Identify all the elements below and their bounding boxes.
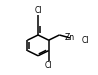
Text: Cl: Cl <box>81 36 89 45</box>
Text: Cl: Cl <box>45 61 52 70</box>
Text: Zn: Zn <box>65 33 75 42</box>
Text: Cl: Cl <box>34 6 42 15</box>
